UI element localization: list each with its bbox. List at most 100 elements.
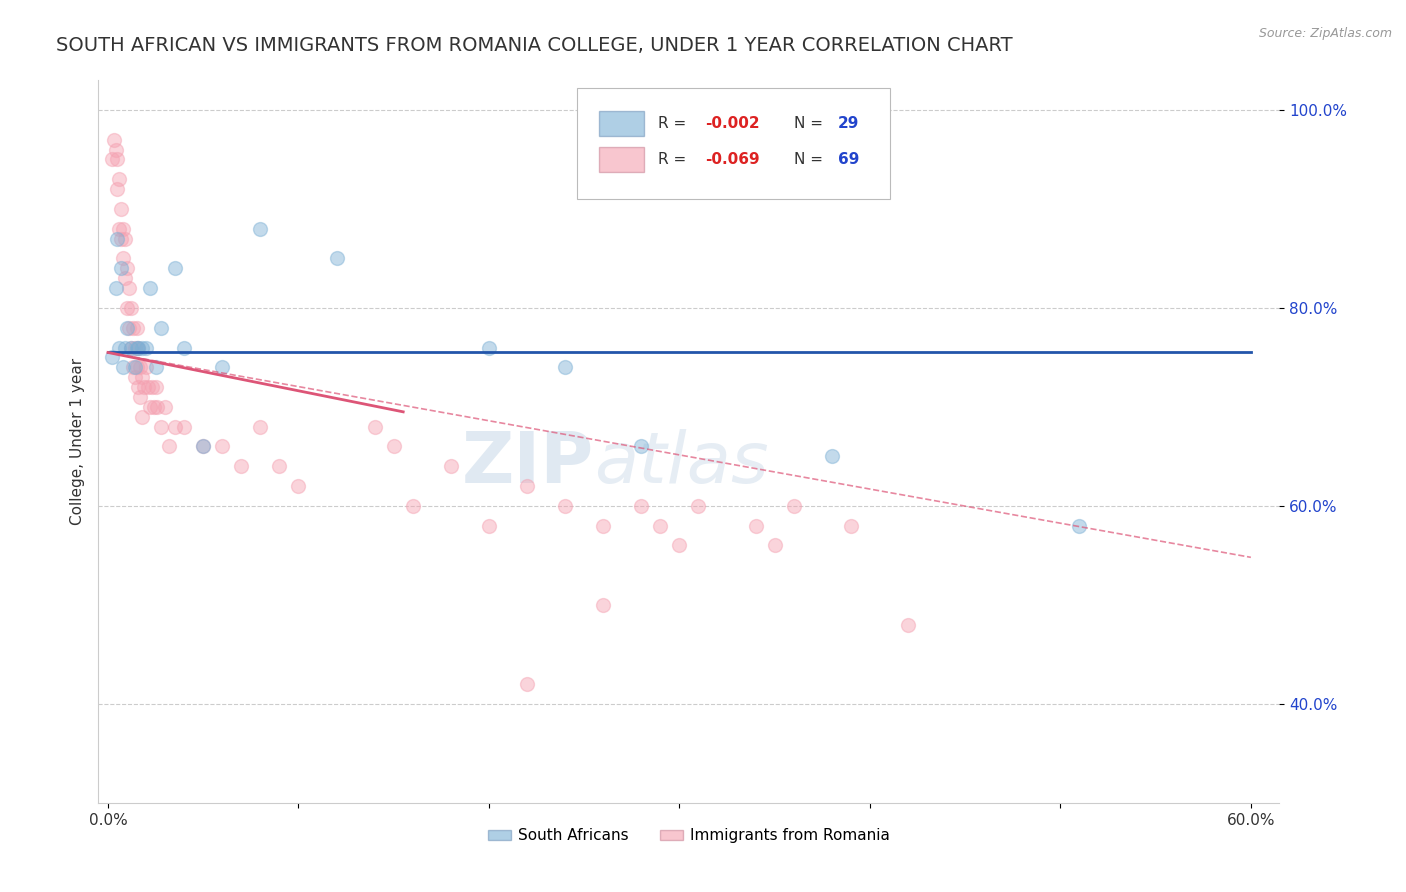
Text: atlas: atlas: [595, 429, 769, 498]
Point: [120, 341, 142, 355]
Point: [125, 360, 148, 375]
Point: [115, 301, 138, 315]
Point: [821, 450, 844, 464]
Point: [150, 320, 173, 334]
Point: [688, 499, 710, 513]
Point: [163, 261, 186, 276]
Point: [108, 172, 131, 186]
Point: [839, 518, 862, 533]
Point: [124, 360, 146, 375]
Point: [145, 360, 167, 375]
Point: [110, 232, 132, 246]
Point: [139, 281, 162, 295]
Point: [478, 341, 501, 355]
Text: 29: 29: [838, 116, 859, 131]
FancyBboxPatch shape: [599, 112, 644, 136]
Point: [131, 370, 153, 384]
Point: [127, 380, 149, 394]
Point: [120, 341, 142, 355]
Point: [107, 182, 129, 196]
Point: [592, 598, 614, 612]
Point: [115, 261, 138, 276]
Point: [104, 281, 127, 295]
Text: R =: R =: [658, 153, 692, 168]
Point: [150, 419, 173, 434]
Point: [744, 518, 766, 533]
Point: [1069, 518, 1091, 533]
Text: N =: N =: [794, 116, 828, 131]
Point: [554, 360, 576, 375]
Point: [136, 380, 159, 394]
Point: [478, 518, 501, 533]
Point: [440, 459, 463, 474]
Text: R =: R =: [658, 116, 692, 131]
Point: [325, 252, 347, 266]
Point: [110, 261, 132, 276]
Point: [114, 271, 136, 285]
Text: ZIP: ZIP: [463, 429, 595, 498]
FancyBboxPatch shape: [576, 87, 890, 200]
Point: [650, 518, 672, 533]
Point: [125, 341, 148, 355]
Point: [516, 479, 538, 493]
Point: [120, 301, 142, 315]
Point: [783, 499, 806, 513]
Point: [112, 252, 135, 266]
Point: [112, 360, 135, 375]
Point: [115, 320, 138, 334]
Point: [129, 360, 152, 375]
Text: N =: N =: [794, 153, 828, 168]
Text: SOUTH AFRICAN VS IMMIGRANTS FROM ROMANIA COLLEGE, UNDER 1 YEAR CORRELATION CHART: SOUTH AFRICAN VS IMMIGRANTS FROM ROMANIA…: [56, 36, 1012, 54]
Point: [141, 380, 163, 394]
Point: [287, 479, 309, 493]
Point: [127, 341, 149, 355]
FancyBboxPatch shape: [599, 147, 644, 172]
Point: [157, 440, 180, 454]
Point: [269, 459, 291, 474]
Point: [402, 499, 425, 513]
Point: [107, 153, 129, 167]
Point: [104, 143, 127, 157]
Point: [100, 351, 122, 365]
Point: [249, 221, 271, 235]
Text: -0.069: -0.069: [706, 153, 761, 168]
Point: [153, 400, 176, 414]
Point: [211, 360, 233, 375]
Point: [110, 202, 132, 216]
Point: [108, 341, 131, 355]
Point: [124, 370, 146, 384]
Point: [121, 320, 143, 334]
Point: [124, 341, 146, 355]
Point: [592, 518, 614, 533]
Point: [142, 400, 165, 414]
Point: [516, 677, 538, 691]
Point: [135, 360, 157, 375]
Point: [145, 380, 167, 394]
Point: [112, 221, 135, 235]
Point: [121, 360, 143, 375]
Point: [114, 341, 136, 355]
Text: Source: ZipAtlas.com: Source: ZipAtlas.com: [1258, 27, 1392, 40]
Point: [173, 419, 195, 434]
Point: [231, 459, 253, 474]
Point: [630, 499, 652, 513]
Point: [114, 232, 136, 246]
Point: [100, 153, 122, 167]
Point: [139, 400, 162, 414]
Point: [131, 341, 153, 355]
Point: [108, 221, 131, 235]
Point: [668, 539, 690, 553]
Point: [193, 440, 215, 454]
Point: [118, 320, 141, 334]
Point: [193, 440, 215, 454]
Y-axis label: College, Under 1 year: College, Under 1 year: [69, 358, 84, 525]
Point: [630, 440, 652, 454]
Point: [382, 440, 405, 454]
Point: [163, 419, 186, 434]
Point: [897, 617, 920, 632]
Point: [134, 380, 156, 394]
Point: [127, 341, 149, 355]
Legend: South Africans, Immigrants from Romania: South Africans, Immigrants from Romania: [482, 822, 896, 849]
Point: [821, 122, 844, 136]
Point: [107, 232, 129, 246]
